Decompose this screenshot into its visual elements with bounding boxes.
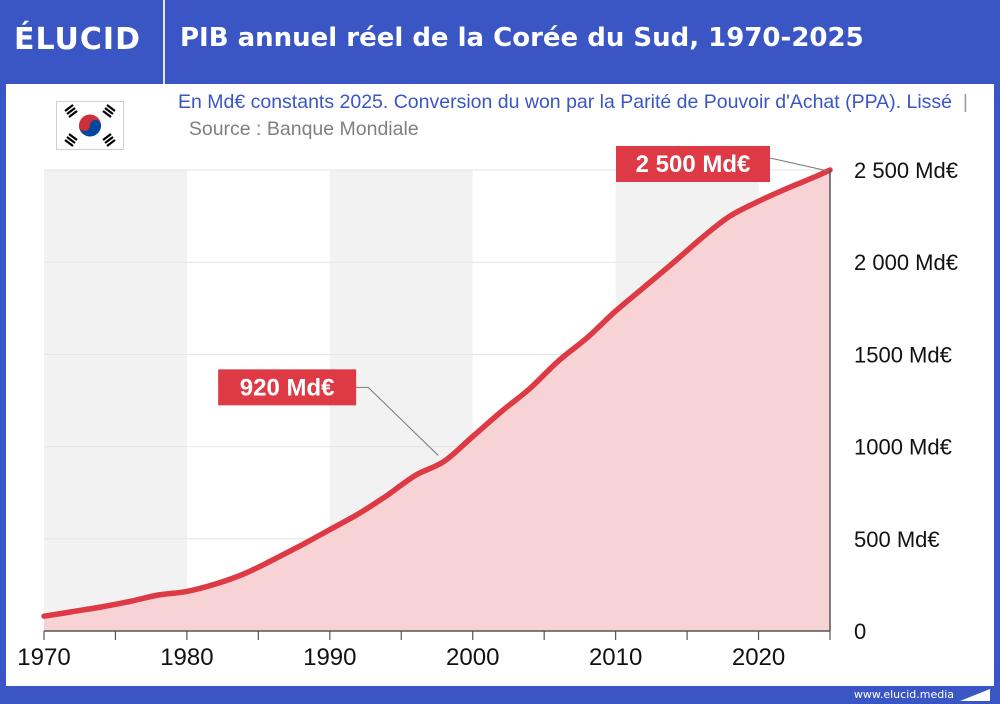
series-line xyxy=(41,167,833,619)
annotation: 2 500 Md€ xyxy=(616,146,829,182)
elucid-mark-icon xyxy=(960,689,990,701)
header-bar: ÉLUCID PIB annuel réel de la Corée du Su… xyxy=(0,0,1000,84)
x-tick-label: 1990 xyxy=(303,644,356,671)
x-tick-label: 1980 xyxy=(160,644,213,671)
annotation-box xyxy=(616,146,770,182)
annotation-leader xyxy=(356,386,439,456)
annotation-label: 2 500 Md€ xyxy=(636,151,751,178)
annotation-box xyxy=(218,369,357,406)
header-divider xyxy=(163,0,165,84)
chart-svg: 1970 1980 1990 2000 2010 2020 0 500 Md€ 1000 Md€… xyxy=(17,146,958,671)
chart-title: PIB annuel réel de la Corée du Sud, 1970… xyxy=(180,23,864,53)
x-tick-label: 2000 xyxy=(446,644,499,671)
source-text: Source : Banque Mondiale xyxy=(188,118,419,140)
decade-band xyxy=(44,170,187,631)
source-separator: | xyxy=(962,91,968,113)
x-tick-label: 2010 xyxy=(589,644,642,671)
chart-panel: 1970 1980 1990 2000 2010 2020 0 500 Md€ 1000 Md€… xyxy=(6,84,994,686)
y-tick-label: 500 Md€ xyxy=(854,527,940,552)
annotation: 920 Md€ xyxy=(218,369,439,456)
subtitle-text: En Md€ constants 2025. Conversion du won… xyxy=(178,91,953,113)
x-tick-label: 1970 xyxy=(17,644,70,671)
annotation-leader xyxy=(769,157,829,172)
chart-subtitle: En Md€ constants 2025. Conversion du won… xyxy=(178,89,978,143)
y-tick-label: 1500 Md€ xyxy=(854,342,952,367)
footer-url: www.elucid.media xyxy=(853,688,954,701)
y-tick-label: 0 xyxy=(854,619,866,644)
y-tick-label: 2 500 Md€ xyxy=(854,158,958,183)
elucid-logo: ÉLUCID xyxy=(14,22,141,57)
x-tick-label: 2020 xyxy=(732,644,785,671)
y-tick-label: 2 000 Md€ xyxy=(854,250,958,275)
series-area xyxy=(44,170,830,631)
y-tick-label: 1000 Md€ xyxy=(854,435,952,460)
annotation-label: 920 Md€ xyxy=(240,374,335,401)
south-korea-flag-icon xyxy=(56,101,124,150)
